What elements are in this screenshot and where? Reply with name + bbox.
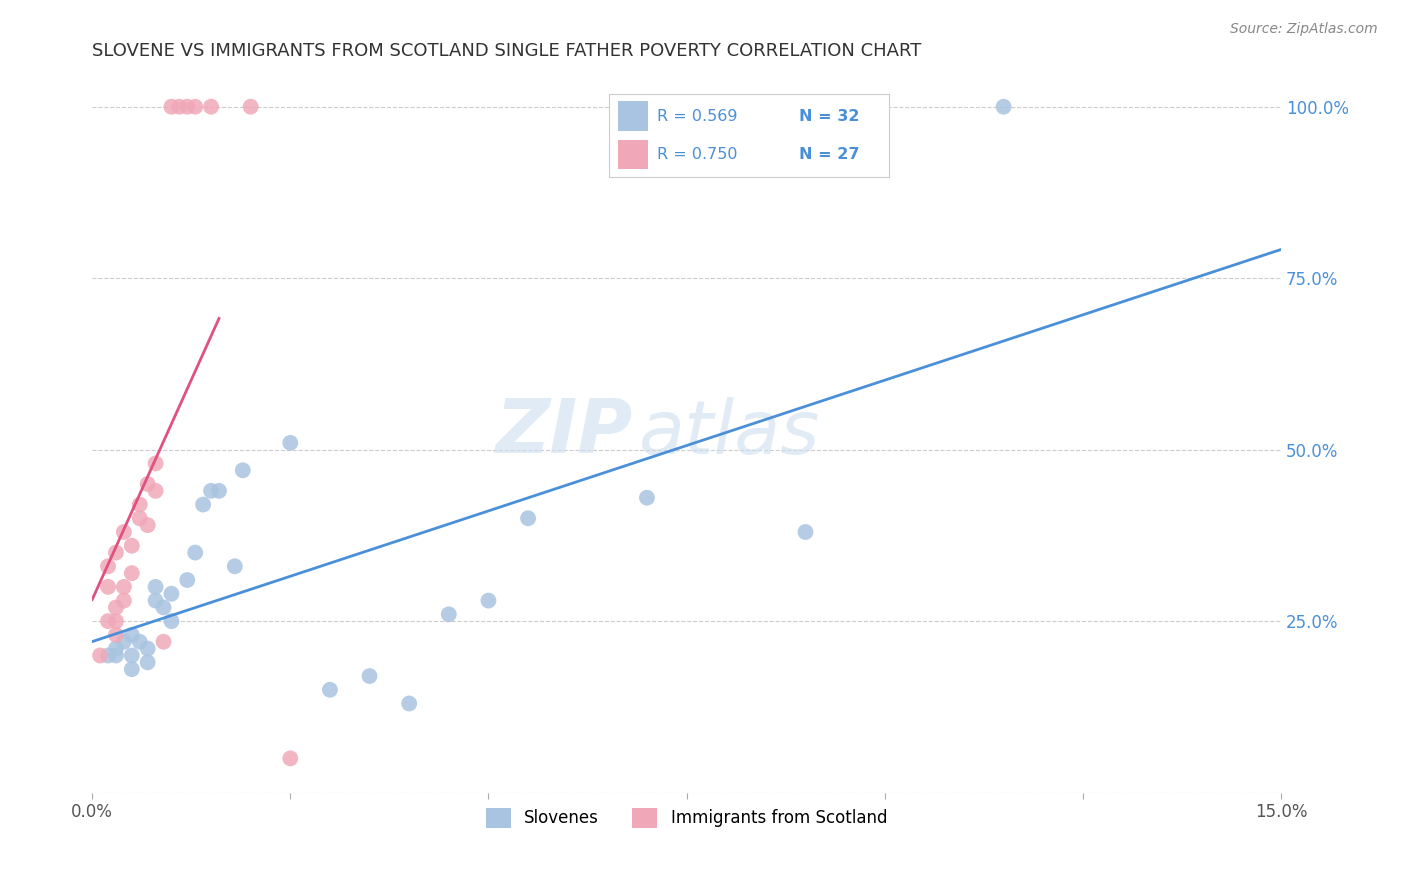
- Point: [97, 614, 120, 628]
- Point: [104, 648, 127, 663]
- Point: [97, 559, 120, 574]
- Point: [517, 511, 540, 525]
- Point: [97, 648, 120, 663]
- Point: [278, 435, 301, 450]
- Text: ZIP: ZIP: [496, 396, 633, 469]
- Point: [104, 600, 127, 615]
- Point: [128, 634, 150, 648]
- Point: [477, 593, 499, 607]
- Point: [169, 100, 191, 114]
- Text: SLOVENE VS IMMIGRANTS FROM SCOTLAND SINGLE FATHER POVERTY CORRELATION CHART: SLOVENE VS IMMIGRANTS FROM SCOTLAND SING…: [93, 42, 921, 60]
- Point: [136, 477, 159, 491]
- Point: [184, 545, 207, 559]
- Point: [121, 662, 143, 676]
- Point: [97, 580, 120, 594]
- Point: [112, 524, 135, 539]
- Point: [200, 100, 222, 114]
- Point: [319, 682, 342, 697]
- Point: [104, 614, 127, 628]
- Point: [184, 100, 207, 114]
- Point: [232, 463, 254, 477]
- Point: [136, 656, 159, 670]
- Point: [359, 669, 381, 683]
- Point: [112, 634, 135, 648]
- Point: [160, 100, 183, 114]
- Point: [278, 751, 301, 765]
- Point: [398, 697, 420, 711]
- Point: [121, 628, 143, 642]
- Point: [121, 539, 143, 553]
- Point: [794, 524, 817, 539]
- Text: Source: ZipAtlas.com: Source: ZipAtlas.com: [1230, 22, 1378, 37]
- Point: [128, 498, 150, 512]
- Point: [112, 580, 135, 594]
- Point: [160, 614, 183, 628]
- Point: [239, 100, 262, 114]
- Point: [176, 100, 198, 114]
- Point: [152, 600, 174, 615]
- Point: [121, 648, 143, 663]
- Point: [112, 593, 135, 607]
- Point: [145, 580, 167, 594]
- Point: [136, 641, 159, 656]
- Point: [437, 607, 460, 622]
- Legend: Slovenes, Immigrants from Scotland: Slovenes, Immigrants from Scotland: [479, 801, 894, 835]
- Point: [191, 498, 214, 512]
- Point: [636, 491, 658, 505]
- Point: [200, 483, 222, 498]
- Point: [208, 483, 231, 498]
- Point: [121, 566, 143, 581]
- Point: [152, 634, 174, 648]
- Point: [176, 573, 198, 587]
- Point: [136, 518, 159, 533]
- Point: [128, 511, 150, 525]
- Point: [160, 587, 183, 601]
- Point: [104, 628, 127, 642]
- Point: [993, 100, 1015, 114]
- Point: [104, 545, 127, 559]
- Point: [224, 559, 246, 574]
- Text: atlas: atlas: [638, 397, 820, 468]
- Point: [145, 483, 167, 498]
- Point: [145, 457, 167, 471]
- Point: [89, 648, 111, 663]
- Point: [145, 593, 167, 607]
- Point: [104, 641, 127, 656]
